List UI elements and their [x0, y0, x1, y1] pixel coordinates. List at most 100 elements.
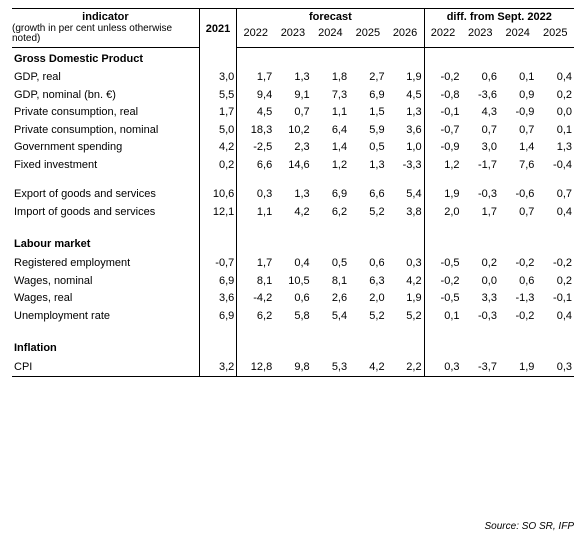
row-fc: 6,4 — [312, 122, 349, 140]
row-base: 0,2 — [199, 157, 236, 175]
section-empty — [387, 233, 425, 255]
row-fc: 18,3 — [237, 122, 274, 140]
section-empty — [274, 47, 311, 69]
row-diff: 1,9 — [499, 359, 536, 377]
gap-cell — [349, 325, 386, 337]
row-fc: 9,4 — [237, 87, 274, 105]
row-fc: 3,6 — [387, 122, 425, 140]
row-diff: -3,6 — [462, 87, 499, 105]
row-base: 3,2 — [199, 359, 236, 377]
row-label: Unemployment rate — [12, 308, 199, 326]
row-diff: 0,7 — [536, 186, 574, 204]
gap-cell — [199, 221, 236, 233]
gap-row — [12, 325, 574, 337]
row-fc: 12,8 — [237, 359, 274, 377]
row-label: Private consumption, nominal — [12, 122, 199, 140]
row-diff: 0,0 — [536, 104, 574, 122]
row-base: 5,5 — [199, 87, 236, 105]
gap-cell — [237, 221, 274, 233]
row-diff: -0,9 — [424, 139, 461, 157]
row-fc: 6,6 — [237, 157, 274, 175]
col-header-indicator-sub: (growth in per cent unless otherwise not… — [12, 24, 199, 48]
row-fc: 1,5 — [349, 104, 386, 122]
section-empty — [349, 233, 386, 255]
row-fc: 5,3 — [312, 359, 349, 377]
col-header-forecast-group: forecast — [237, 9, 424, 24]
section-title: Labour market — [12, 233, 199, 255]
row-fc: 5,9 — [349, 122, 386, 140]
gap-cell — [387, 221, 425, 233]
section-heading-row: Labour market — [12, 233, 574, 255]
row-label: Import of goods and services — [12, 204, 199, 222]
row-diff: 0,1 — [536, 122, 574, 140]
col-header-diff-year: 2023 — [462, 24, 499, 48]
gap-cell — [312, 221, 349, 233]
table-row: Unemployment rate6,96,25,85,45,25,20,1-0… — [12, 308, 574, 326]
row-fc: 6,9 — [349, 87, 386, 105]
row-diff: 1,7 — [462, 204, 499, 222]
row-diff: 0,9 — [499, 87, 536, 105]
row-diff: -0,3 — [462, 186, 499, 204]
table-row: Wages, nominal6,98,110,58,16,34,2-0,20,0… — [12, 273, 574, 291]
header-row-sub: (growth in per cent unless otherwise not… — [12, 24, 574, 48]
table-row: Fixed investment0,26,614,61,21,3-3,31,2-… — [12, 157, 574, 175]
row-fc: 10,2 — [274, 122, 311, 140]
col-header-indicator: indicator — [12, 9, 199, 24]
row-diff: -1,7 — [462, 157, 499, 175]
table-row: CPI3,212,89,85,34,22,20,3-3,71,90,3 — [12, 359, 574, 377]
row-diff: 0,6 — [462, 69, 499, 87]
row-diff: 4,3 — [462, 104, 499, 122]
col-header-fc-year: 2026 — [387, 24, 425, 48]
row-fc: 14,6 — [274, 157, 311, 175]
gap-cell — [274, 174, 311, 186]
gap-cell — [274, 325, 311, 337]
section-empty — [274, 337, 311, 359]
section-empty — [237, 337, 274, 359]
row-diff: 0,4 — [536, 204, 574, 222]
row-label: Fixed investment — [12, 157, 199, 175]
row-fc: 2,3 — [274, 139, 311, 157]
row-label: Private consumption, real — [12, 104, 199, 122]
gap-cell — [349, 221, 386, 233]
row-diff: 0,1 — [499, 69, 536, 87]
row-diff: 0,6 — [499, 273, 536, 291]
gap-row — [12, 174, 574, 186]
row-fc: 2,0 — [349, 290, 386, 308]
gap-cell — [12, 221, 199, 233]
row-fc: 8,1 — [237, 273, 274, 291]
row-fc: 5,2 — [387, 308, 425, 326]
row-base: 3,0 — [199, 69, 236, 87]
section-empty — [312, 337, 349, 359]
row-fc: 1,1 — [237, 204, 274, 222]
row-diff: -0,9 — [499, 104, 536, 122]
row-diff: -0,6 — [499, 186, 536, 204]
table-row: Private consumption, real1,74,50,71,11,5… — [12, 104, 574, 122]
row-fc: 1,3 — [387, 104, 425, 122]
section-empty — [312, 47, 349, 69]
row-diff: -0,1 — [424, 104, 461, 122]
row-diff: -0,3 — [462, 308, 499, 326]
table-row: Private consumption, nominal5,018,310,26… — [12, 122, 574, 140]
section-empty — [462, 47, 499, 69]
gap-row — [12, 221, 574, 233]
row-fc: 5,8 — [274, 308, 311, 326]
row-fc: 0,6 — [274, 290, 311, 308]
section-empty — [499, 337, 536, 359]
section-empty — [312, 233, 349, 255]
row-diff: 0,2 — [536, 87, 574, 105]
row-fc: 3,8 — [387, 204, 425, 222]
row-base: 6,9 — [199, 308, 236, 326]
section-empty — [274, 233, 311, 255]
gap-cell — [312, 325, 349, 337]
section-empty — [387, 337, 425, 359]
gap-cell — [499, 174, 536, 186]
row-fc: 9,1 — [274, 87, 311, 105]
row-diff: 7,6 — [499, 157, 536, 175]
gap-cell — [12, 325, 199, 337]
gap-cell — [312, 174, 349, 186]
row-fc: -3,3 — [387, 157, 425, 175]
row-fc: 1,3 — [274, 186, 311, 204]
section-empty — [199, 337, 236, 359]
row-fc: 1,0 — [387, 139, 425, 157]
row-diff: 0,7 — [499, 122, 536, 140]
